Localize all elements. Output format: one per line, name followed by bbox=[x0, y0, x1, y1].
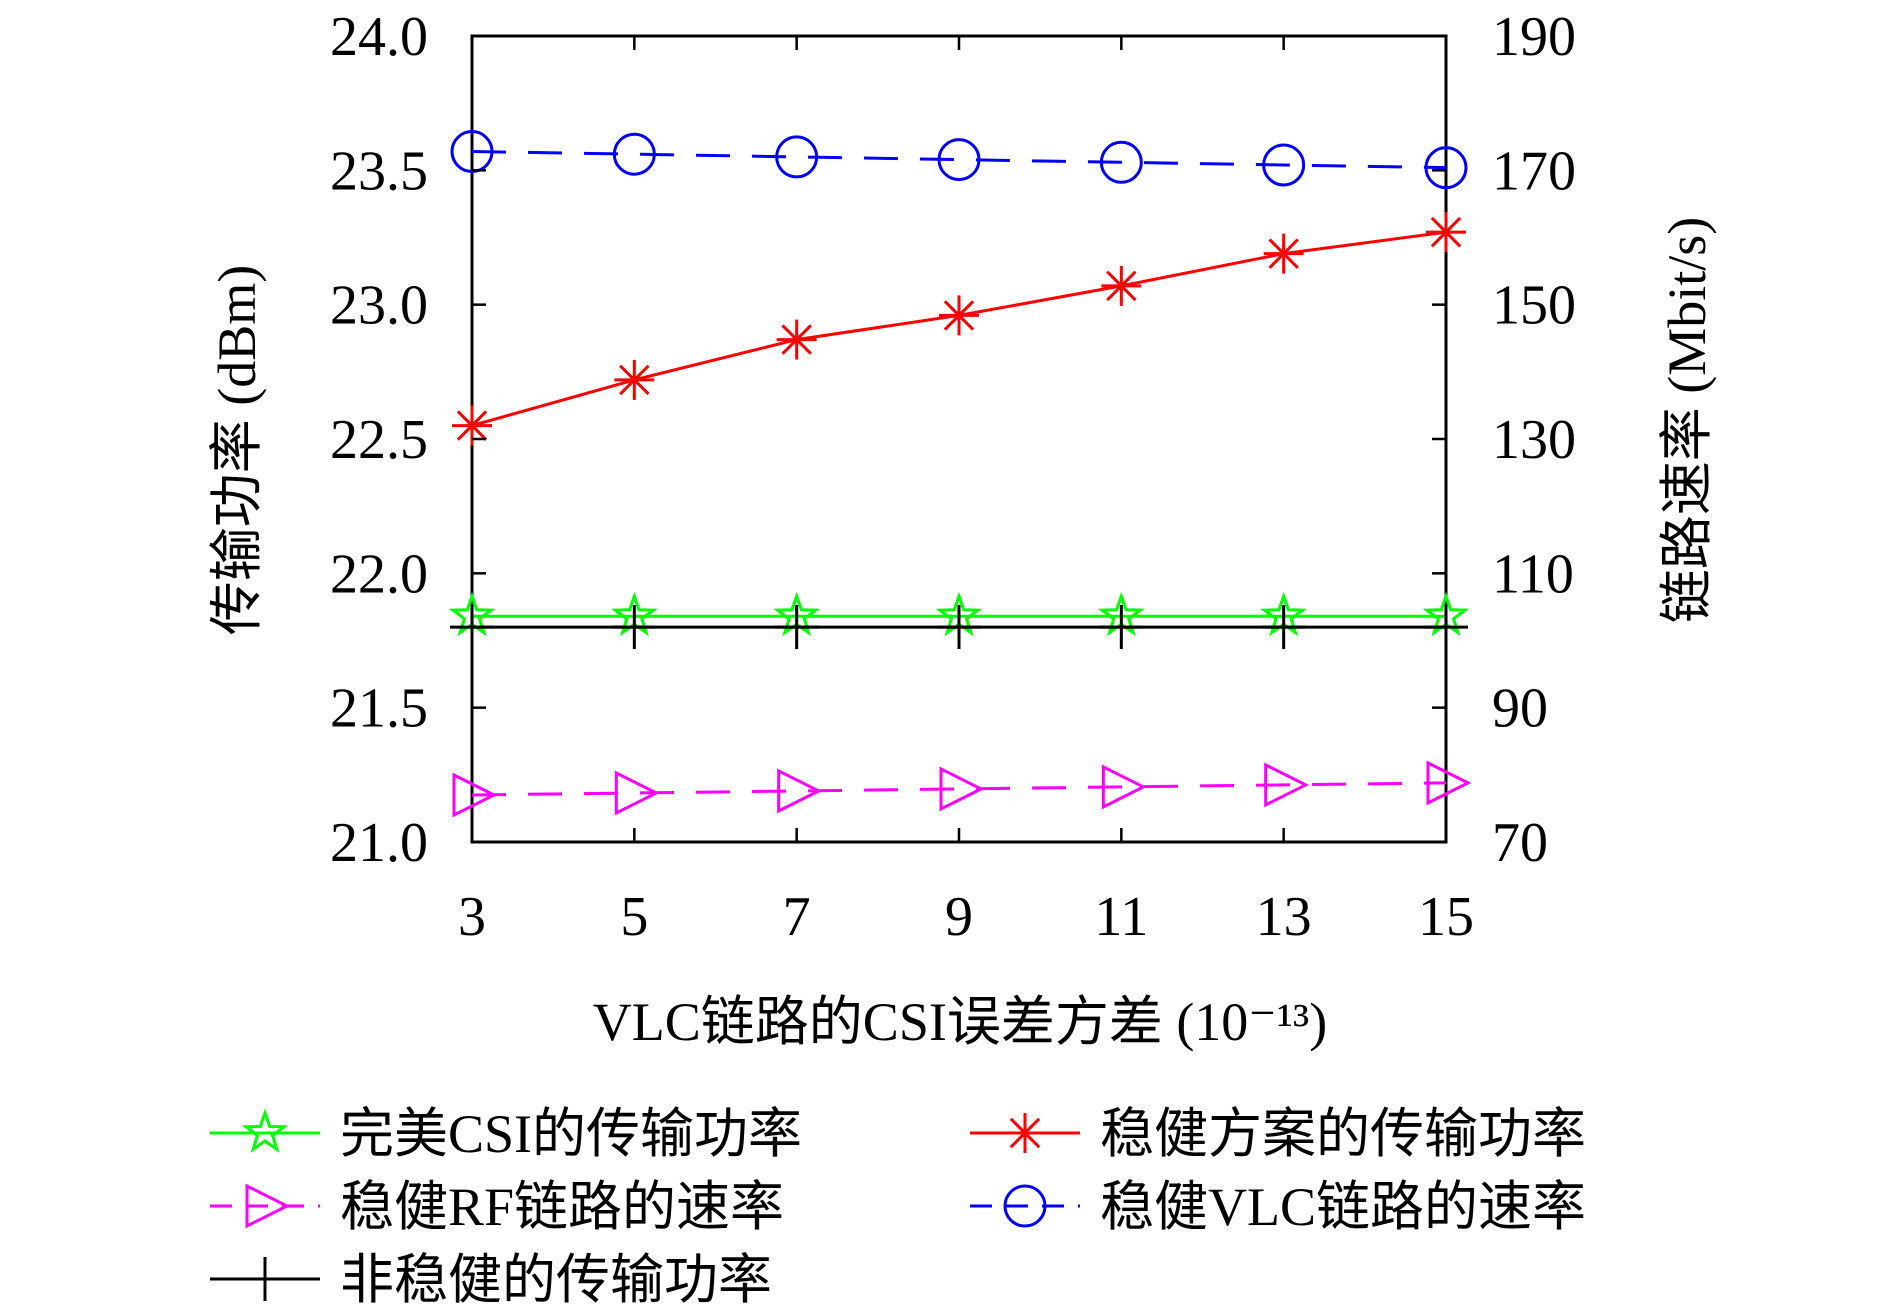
triangle-marker-shape bbox=[1101, 764, 1147, 810]
x-tick-label: 13 bbox=[1256, 886, 1312, 948]
circle-marker-shape bbox=[937, 138, 981, 182]
asterisk-marker-stroke bbox=[1106, 270, 1137, 302]
legend-marker bbox=[1005, 1113, 1045, 1153]
series-line bbox=[471, 150, 1447, 170]
circle-marker-shape bbox=[775, 135, 819, 179]
x-tick-label: 7 bbox=[783, 886, 811, 948]
data-point bbox=[1426, 760, 1472, 806]
legend-marker bbox=[243, 1257, 287, 1301]
y-left-tick-label: 21.0 bbox=[330, 812, 428, 874]
triangle-marker-shape bbox=[245, 1183, 291, 1229]
triangle-marker-shape bbox=[1426, 760, 1472, 806]
y-right-tick-label: 70 bbox=[1492, 812, 1548, 874]
series-2 bbox=[452, 760, 1472, 818]
x-axis-title: VLC链路的CSI误差方差 (10⁻¹³) bbox=[593, 992, 1327, 1052]
circle-marker-shape bbox=[612, 132, 656, 176]
asterisk-marker-stroke bbox=[1430, 216, 1462, 248]
y-axis-left-title: 传输功率 (dBm) bbox=[207, 265, 267, 636]
series-1 bbox=[452, 212, 1466, 446]
circle-marker-shape bbox=[1424, 146, 1468, 190]
x-tick-label: 3 bbox=[458, 886, 486, 948]
legend-label: 完美CSI的传输功率 bbox=[340, 1104, 802, 1164]
data-point bbox=[612, 605, 657, 650]
data-point bbox=[1424, 146, 1468, 190]
series-3 bbox=[450, 130, 1468, 190]
series-4 bbox=[450, 605, 1468, 650]
data-point bbox=[775, 135, 819, 179]
asterisk-marker-stroke bbox=[456, 410, 488, 441]
data-point bbox=[450, 605, 494, 650]
data-point bbox=[1099, 605, 1144, 650]
data-point bbox=[1101, 265, 1142, 306]
data-point bbox=[1426, 212, 1466, 253]
triangle-marker-shape bbox=[452, 772, 498, 818]
data-point bbox=[1099, 140, 1143, 184]
y-right-tick-label: 190 bbox=[1492, 6, 1576, 68]
legend-label: 稳健方案的传输功率 bbox=[1100, 1104, 1586, 1164]
plot-frame bbox=[470, 34, 1448, 844]
y-left-tick-label: 22.5 bbox=[330, 409, 428, 471]
data-point bbox=[939, 766, 985, 812]
circle-marker-shape bbox=[1099, 140, 1143, 184]
legend-marker bbox=[1003, 1184, 1047, 1228]
triangle-marker-shape bbox=[1264, 762, 1310, 808]
data-point bbox=[1424, 605, 1468, 650]
triangle-marker-shape bbox=[777, 768, 823, 814]
asterisk-marker-stroke bbox=[943, 300, 975, 331]
asterisk-marker-stroke bbox=[1009, 1117, 1041, 1149]
triangle-marker-shape bbox=[614, 770, 660, 816]
data-point bbox=[776, 319, 817, 360]
data-point bbox=[614, 770, 660, 816]
legend-item: 完美CSI的传输功率 bbox=[210, 1104, 802, 1164]
data-point bbox=[614, 359, 655, 400]
asterisk-marker-stroke bbox=[619, 364, 650, 396]
legend-label: 稳健VLC链路的速率 bbox=[1100, 1177, 1586, 1237]
legend-marker bbox=[245, 1183, 291, 1229]
y-left-tick-label: 22.0 bbox=[330, 543, 428, 605]
y-right-tick-label: 130 bbox=[1492, 409, 1576, 471]
circle-marker-shape bbox=[1003, 1184, 1047, 1228]
series-line bbox=[471, 781, 1447, 797]
y-left-tick-label: 24.0 bbox=[330, 6, 428, 68]
x-tick-label: 5 bbox=[620, 886, 648, 948]
star-marker-shape bbox=[241, 1108, 289, 1153]
x-tick-label: 11 bbox=[1094, 886, 1148, 948]
legend-label: 稳健RF链路的速率 bbox=[340, 1177, 784, 1237]
y-left-tick-label: 21.5 bbox=[330, 678, 428, 740]
y-right-tick-label: 90 bbox=[1492, 678, 1548, 740]
data-point bbox=[612, 132, 656, 176]
circle-marker-shape bbox=[1262, 143, 1306, 187]
y-right-tick-label: 110 bbox=[1492, 543, 1574, 605]
legend-marker bbox=[241, 1108, 289, 1153]
data-point bbox=[1263, 233, 1304, 274]
y-axis-right-title: 链路速率 (Mbit/s) bbox=[1657, 217, 1717, 624]
legend-item: 非稳健的传输功率 bbox=[210, 1250, 772, 1310]
data-point bbox=[1264, 762, 1310, 808]
y-right-tick-label: 170 bbox=[1492, 140, 1576, 202]
legend-item: 稳健VLC链路的速率 bbox=[970, 1177, 1586, 1237]
y-left-tick-label: 23.5 bbox=[330, 140, 428, 202]
data-point bbox=[1101, 764, 1147, 810]
y-left-tick-label: 23.0 bbox=[330, 275, 428, 337]
y-right-tick-label: 150 bbox=[1492, 275, 1576, 337]
legend-item: 稳健RF链路的速率 bbox=[210, 1177, 784, 1237]
data-point bbox=[937, 138, 981, 182]
data-point bbox=[939, 295, 979, 336]
data-point bbox=[777, 768, 823, 814]
x-tick-label: 9 bbox=[945, 886, 973, 948]
triangle-marker-shape bbox=[939, 766, 985, 812]
legend-item: 稳健方案的传输功率 bbox=[970, 1104, 1586, 1164]
data-point bbox=[1262, 143, 1306, 187]
legend-label: 非稳健的传输功率 bbox=[340, 1250, 772, 1310]
data-point bbox=[1261, 605, 1306, 650]
data-point bbox=[452, 772, 498, 818]
asterisk-marker-stroke bbox=[1268, 238, 1299, 269]
x-tick-label: 15 bbox=[1418, 886, 1474, 948]
data-point bbox=[774, 605, 819, 650]
asterisk-marker-stroke bbox=[781, 324, 812, 355]
data-point bbox=[937, 605, 981, 650]
